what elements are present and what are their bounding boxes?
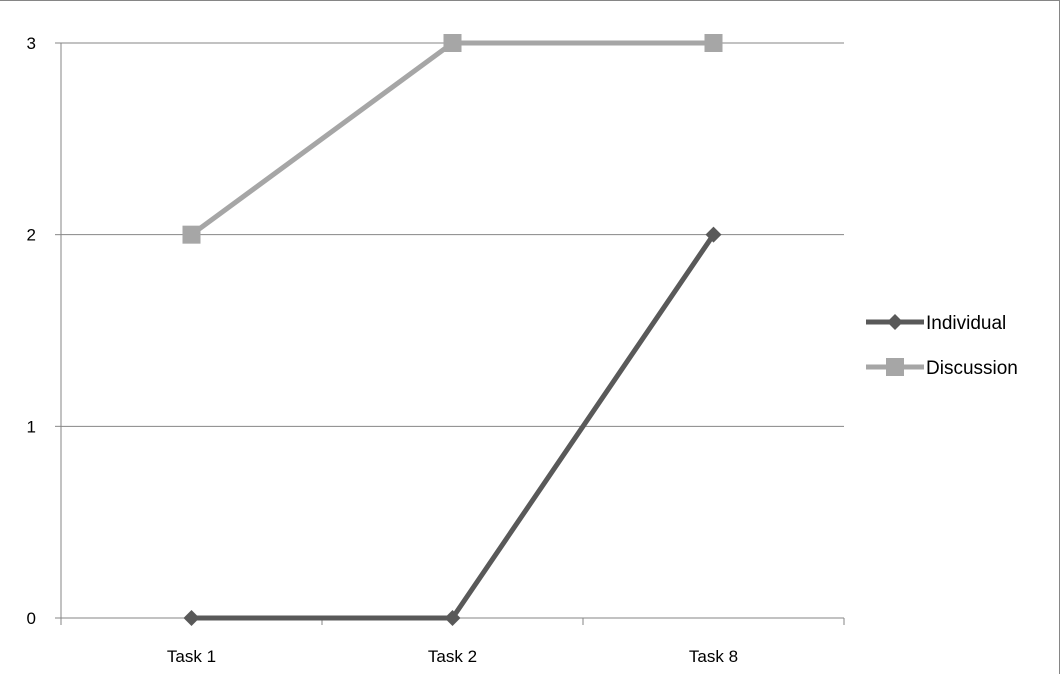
data-point-individual-3 — [705, 226, 722, 243]
axes — [55, 42, 845, 625]
legend-label-discussion: Discussion — [926, 358, 1018, 379]
y-tick-label-3: 3 — [27, 34, 36, 53]
data-point-discussion-1 — [182, 225, 201, 244]
x-tick-label-1: Task 1 — [167, 647, 216, 666]
y-tick-labels: 0 1 2 3 — [27, 34, 36, 628]
data-point-discussion-2 — [443, 34, 462, 52]
x-tick-label-2: Task 2 — [428, 647, 477, 666]
y-tick-label-2: 2 — [27, 226, 36, 245]
y-tick-label-1: 1 — [27, 417, 36, 436]
legend-marker-discussion — [886, 358, 904, 376]
data-point-discussion-3 — [704, 34, 723, 52]
legend-marker-individual — [887, 314, 903, 330]
gridlines — [61, 42, 844, 427]
x-tick-labels: Task 1 Task 2 Task 8 — [167, 647, 738, 666]
legend: Individual Discussion — [866, 313, 1018, 379]
y-tick-label-0: 0 — [27, 609, 36, 628]
x-tick-label-3: Task 8 — [689, 647, 738, 666]
data-point-individual-2 — [444, 610, 461, 626]
legend-label-individual: Individual — [926, 313, 1006, 334]
data-point-individual-1 — [183, 610, 200, 626]
series-line-discussion — [189, 40, 716, 238]
series-group — [182, 34, 723, 626]
